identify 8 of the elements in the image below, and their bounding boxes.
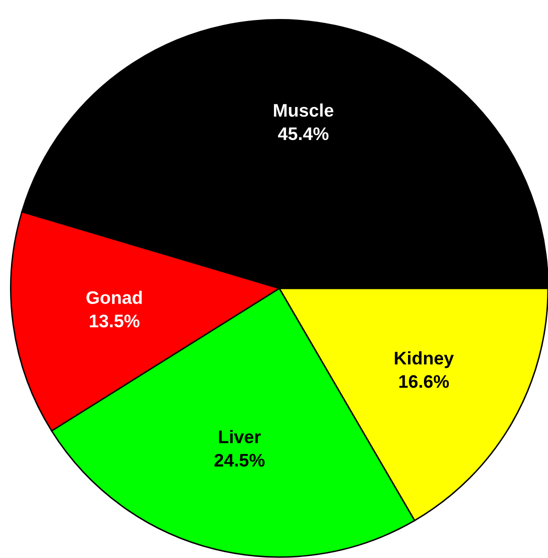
- data-label: 24.5%: [214, 454, 265, 467]
- slice-label: Liver: [219, 430, 261, 444]
- slice-label: Kidney: [394, 351, 454, 368]
- slice-label: Muscle: [274, 103, 334, 117]
- data-label: 16.6%: [399, 375, 449, 388]
- data-label: 45.4%: [278, 127, 328, 140]
- slice-label: Gonad: [86, 290, 142, 304]
- data-label: 13.5%: [90, 314, 140, 328]
